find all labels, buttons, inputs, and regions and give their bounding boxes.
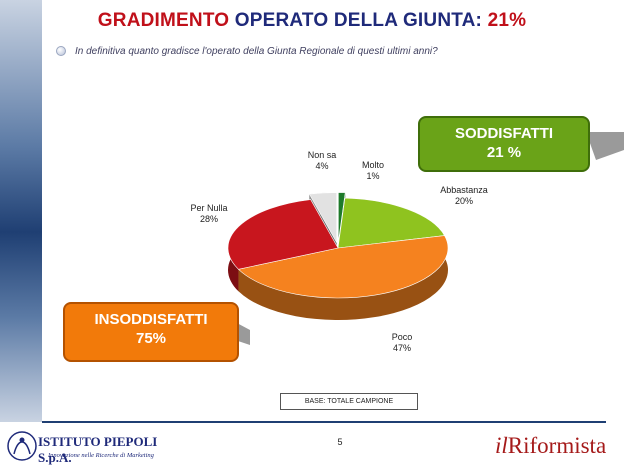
question-text: In definitiva quanto gradisce l'operato … [56, 46, 616, 57]
piepoli-tagline: Innovazione nelle Ricerche di Marketing [48, 452, 154, 459]
pie-value-molto: 1% [366, 171, 379, 181]
dissatisfied-callout: INSODDISFATTI 75% [63, 302, 239, 362]
satisfied-callout: SODDISFATTI 21 % [418, 116, 590, 172]
title-part-1: GRADIMENTO [97, 10, 230, 31]
riformista-logo: ilRiformista [495, 431, 607, 461]
pie-label-non-sa: Non sa [308, 150, 337, 160]
page-number: 5 [337, 437, 343, 447]
page-title: GRADIMENTO OPERATO DELLA GIUNTA: 21% [0, 10, 624, 32]
base-note: BASE: TOTALE CAMPIONE [280, 393, 418, 410]
pie-slice-non-sa [308, 192, 338, 244]
piepoli-logo: ISTITUTO PIEPOLI S.p.A. Innovazione nell… [4, 428, 164, 465]
pie-slice-per-nulla [227, 199, 339, 270]
bullet-icon [56, 46, 66, 57]
pie-slice-molto [338, 192, 346, 243]
footer-rule [42, 421, 606, 423]
pie-value-per-nulla: 28% [200, 214, 218, 224]
satisfied-value: 21 % [486, 144, 522, 161]
pie-slice-poco [237, 235, 449, 299]
pie-label-per-nulla: Per Nulla [190, 203, 227, 213]
title-part-3: 21% [487, 10, 527, 31]
satisfied-callout-tail [586, 132, 624, 160]
piepoli-name: ISTITUTO PIEPOLI S.p.A. [38, 434, 158, 465]
dissatisfied-label: INSODDISFATTI [94, 311, 208, 328]
pie-label-poco: Poco [392, 332, 413, 342]
question-label: In definitiva quanto gradisce l'operato … [75, 46, 438, 57]
pie-value-poco: 47% [393, 343, 411, 353]
dissatisfied-value: 75% [135, 330, 167, 347]
satisfied-label: SODDISFATTI [454, 125, 554, 142]
pie-label-molto: Molto [362, 160, 384, 170]
riformista-il: il [495, 433, 508, 458]
pie-value-non-sa: 4% [315, 161, 328, 171]
riformista-name: Riformista [507, 433, 607, 458]
pie-label-abbastanza: Abbastanza [440, 185, 488, 195]
piepoli-emblem-icon [7, 431, 37, 461]
pie-side-poco [238, 235, 449, 321]
pie-value-abbastanza: 20% [455, 196, 473, 206]
pie-slice-abbastanza [337, 197, 446, 249]
title-part-2: OPERATO DELLA GIUNTA: [229, 10, 488, 31]
sidebar-band [0, 0, 42, 422]
